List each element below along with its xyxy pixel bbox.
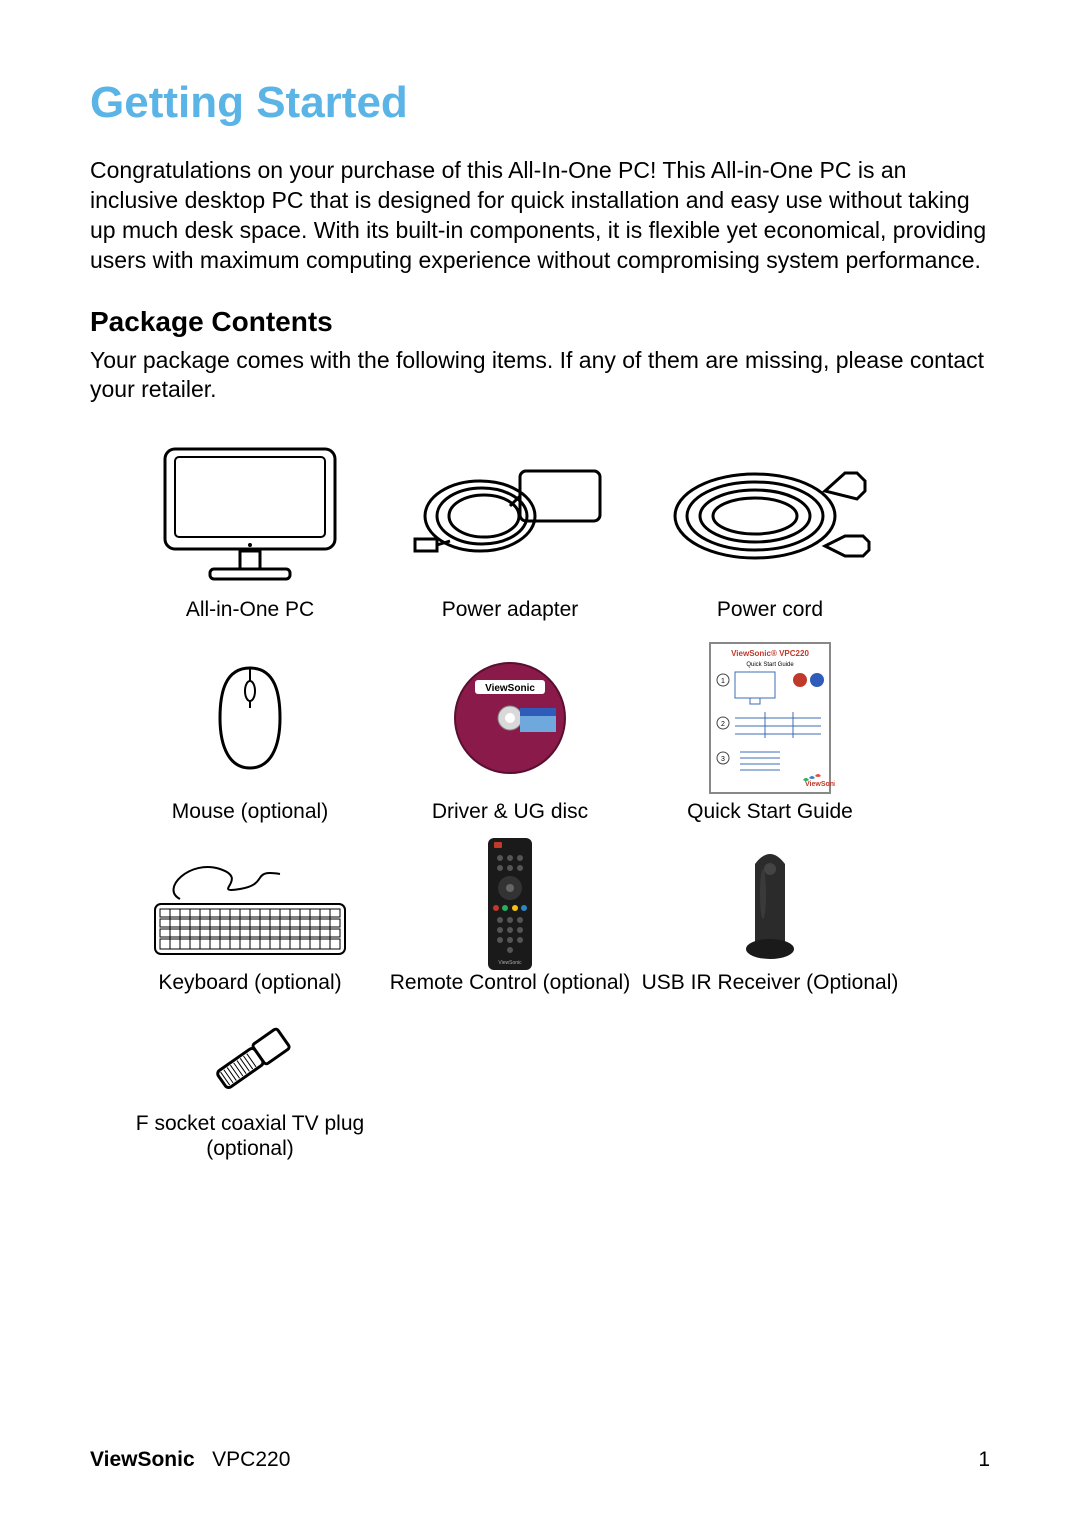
power-adapter-icon [380,441,640,591]
item-coaxial-plug: F socket coaxial TV plug (optional) [120,1009,380,1175]
item-remote-control: ViewSonic Remote Control (optional) [380,838,640,1009]
item-label: F socket coaxial TV plug (optional) [120,1111,380,1161]
disc-brand-text: ViewSonic [485,683,535,694]
svg-text:3: 3 [721,756,725,763]
usb-ir-receiver-icon [640,844,900,964]
item-usb-ir-receiver: USB IR Receiver (Optional) [640,838,900,1009]
power-cord-icon [640,441,900,591]
remote-control-icon: ViewSonic [380,844,640,964]
item-label: Driver & UG disc [380,799,640,824]
page-heading: Getting Started [90,78,990,128]
package-grid: All-in-One PC Power adapter [120,435,990,1175]
qsg-header-text: ViewSonic® VPC220 [731,649,809,658]
svg-text:2: 2 [721,721,725,728]
disc-icon: ViewSonic [380,643,640,793]
svg-text:ViewSonic: ViewSonic [805,781,835,788]
svg-text:1: 1 [721,678,725,685]
item-label: USB IR Receiver (Optional) [640,970,900,995]
item-power-adapter: Power adapter [380,435,640,636]
mouse-icon [120,643,380,793]
item-label: Remote Control (optional) [380,970,640,995]
section-intro: Your package comes with the following it… [90,346,990,406]
item-mouse: Mouse (optional) [120,637,380,838]
all-in-one-pc-icon [120,441,380,591]
intro-paragraph: Congratulations on your purchase of this… [90,156,990,276]
section-heading: Package Contents [90,306,990,338]
item-label: Quick Start Guide [640,799,900,824]
item-label: Power adapter [380,597,640,622]
item-all-in-one-pc: All-in-One PC [120,435,380,636]
quick-start-guide-icon: ViewSonic® VPC220 Quick Start Guide 1 2 [640,643,900,793]
item-label: Keyboard (optional) [120,970,380,995]
footer-model: VPC220 [212,1448,290,1471]
item-label: Power cord [640,597,900,622]
item-label: All-in-One PC [120,597,380,622]
coaxial-plug-icon [120,1015,380,1105]
keyboard-icon [120,844,380,964]
item-label: Mouse (optional) [120,799,380,824]
item-keyboard: Keyboard (optional) [120,838,380,1009]
item-driver-disc: ViewSonic Driver & UG disc [380,637,640,838]
qsg-sub-text: Quick Start Guide [746,662,794,668]
svg-text:ViewSonic: ViewSonic [498,960,522,966]
page: Getting Started Congratulations on your … [0,0,1080,1532]
footer-left: ViewSonic VPC220 [90,1448,290,1472]
page-number: 1 [978,1448,990,1472]
footer-brand: ViewSonic [90,1448,195,1471]
page-footer: ViewSonic VPC220 1 [90,1448,990,1472]
item-quick-start-guide: ViewSonic® VPC220 Quick Start Guide 1 2 [640,637,900,838]
item-power-cord: Power cord [640,435,900,636]
